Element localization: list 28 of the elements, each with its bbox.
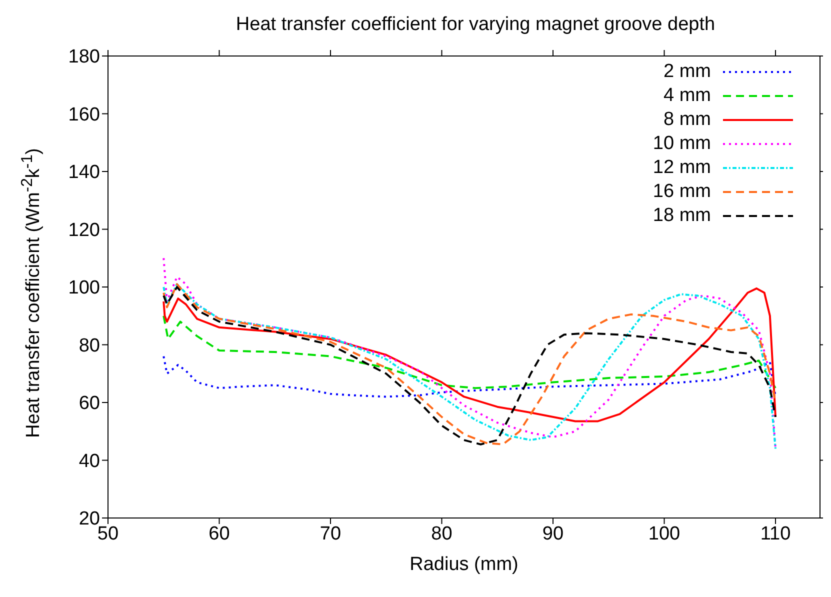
x-tick-label: 100 [648,523,680,544]
y-tick-label: 100 [68,278,100,299]
legend-label: 10 mm [652,133,711,155]
y-tick-label: 180 [68,46,100,68]
y-tick-label: 60 [78,393,100,414]
line-series [162,355,776,398]
legend-label: 16 mm [652,181,711,203]
line-series [162,287,776,422]
legend-label: 8 mm [664,109,711,131]
x-axis-title: Radius (mm) [410,554,518,575]
legend-label: 2 mm [664,61,711,83]
y-tick-label: 40 [78,450,100,472]
chart-title: Heat transfer coefficient for varying magnet groove depth [234,14,716,36]
y-tick-label: 120 [68,220,100,241]
x-tick-label: 50 [97,523,119,544]
x-tick-label: 70 [320,523,342,544]
legend-label: 4 mm [664,85,711,107]
line-series [162,314,776,390]
y-tick-label: 160 [68,104,100,126]
x-tick-label: 80 [431,523,452,544]
x-tick-label: 90 [542,523,564,544]
y-tick-label: 20 [78,508,100,530]
x-tick-label: 60 [208,523,230,544]
legend-label: 12 mm [652,157,711,179]
y-tick-label: 80 [78,335,100,356]
legend-label: 18 mm [652,205,711,227]
x-tick-label: 110 [760,523,791,544]
y-tick-label: 140 [68,162,100,184]
